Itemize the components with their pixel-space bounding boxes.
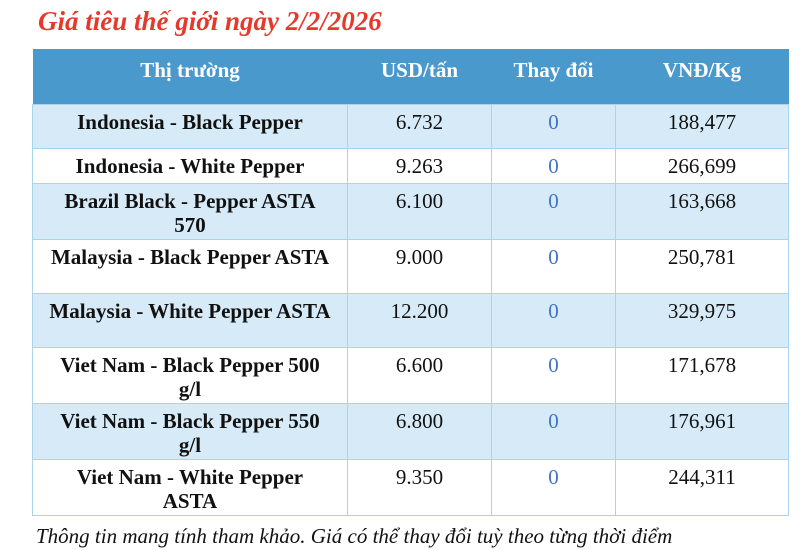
change-cell: 0 — [491, 238, 616, 294]
usd-cell: 12.200 — [347, 292, 492, 348]
change-cell: 0 — [491, 292, 616, 348]
col-header-change: Thay đổi — [491, 49, 616, 104]
table-row: Brazil Black - Pepper ASTA 570 6.100 0 1… — [32, 182, 789, 240]
change-cell: 0 — [491, 103, 616, 149]
table-row: Indonesia - White Pepper 9.263 0 266,699 — [32, 147, 789, 184]
footer-note: Thông tin mang tính tham khảo. Giá có th… — [36, 523, 673, 548]
table-row: Indonesia - Black Pepper 6.732 0 188,477 — [32, 103, 789, 149]
market-cell: Viet Nam - White Pepper ASTA — [32, 458, 348, 516]
change-cell: 0 — [491, 182, 616, 240]
vnd-cell: 266,699 — [615, 147, 789, 184]
col-header-market: Thị trường — [32, 49, 348, 104]
pepper-price-table: Thị trường USD/tấn Thay đổi VNĐ/Kg Indon… — [32, 49, 789, 516]
change-cell: 0 — [491, 458, 616, 516]
usd-cell: 9.000 — [347, 238, 492, 294]
table-row: Malaysia - Black Pepper ASTA 9.000 0 250… — [32, 238, 789, 294]
table-header-row: Thị trường USD/tấn Thay đổi VNĐ/Kg — [32, 49, 789, 104]
vnd-cell: 176,961 — [615, 402, 789, 460]
vnd-cell: 171,678 — [615, 346, 789, 404]
usd-cell: 9.350 — [347, 458, 492, 516]
table-row: Viet Nam - White Pepper ASTA 9.350 0 244… — [32, 458, 789, 516]
market-cell: Brazil Black - Pepper ASTA 570 — [32, 182, 348, 240]
change-cell: 0 — [491, 346, 616, 404]
vnd-cell: 329,975 — [615, 292, 789, 348]
vnd-cell: 244,311 — [615, 458, 789, 516]
usd-cell: 6.800 — [347, 402, 492, 460]
table-row: Viet Nam - Black Pepper 500 g/l 6.600 0 … — [32, 346, 789, 404]
market-cell: Indonesia - White Pepper — [32, 147, 348, 184]
market-cell: Indonesia - Black Pepper — [32, 103, 348, 149]
market-cell: Viet Nam - Black Pepper 500 g/l — [32, 346, 348, 404]
vnd-cell: 163,668 — [615, 182, 789, 240]
usd-cell: 6.600 — [347, 346, 492, 404]
usd-cell: 9.263 — [347, 147, 492, 184]
usd-cell: 6.100 — [347, 182, 492, 240]
table-row: Viet Nam - Black Pepper 550 g/l 6.800 0 … — [32, 402, 789, 460]
table-row: Malaysia - White Pepper ASTA 12.200 0 32… — [32, 292, 789, 348]
page-title: Giá tiêu thế giới ngày 2/2/2026 — [38, 6, 382, 36]
vnd-cell: 188,477 — [615, 103, 789, 149]
market-cell: Malaysia - Black Pepper ASTA — [32, 238, 348, 294]
market-cell: Viet Nam - Black Pepper 550 g/l — [32, 402, 348, 460]
vnd-cell: 250,781 — [615, 238, 789, 294]
col-header-usd: USD/tấn — [347, 49, 492, 104]
usd-cell: 6.732 — [347, 103, 492, 149]
col-header-vnd: VNĐ/Kg — [615, 49, 789, 104]
change-cell: 0 — [491, 147, 616, 184]
market-cell: Malaysia - White Pepper ASTA — [32, 292, 348, 348]
change-cell: 0 — [491, 402, 616, 460]
